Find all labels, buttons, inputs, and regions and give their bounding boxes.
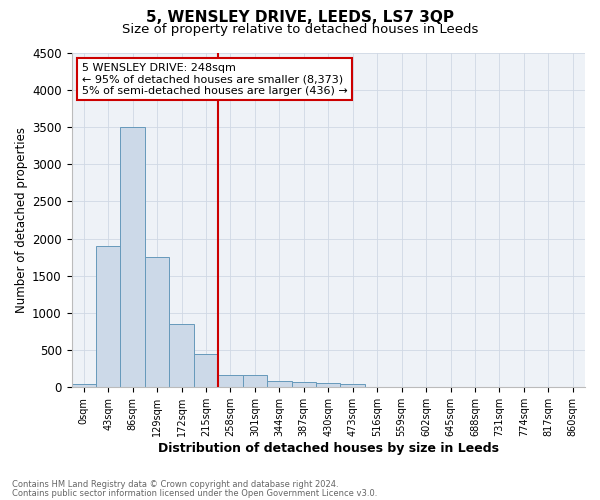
Text: 5 WENSLEY DRIVE: 248sqm
← 95% of detached houses are smaller (8,373)
5% of semi-: 5 WENSLEY DRIVE: 248sqm ← 95% of detache… xyxy=(82,62,347,96)
Bar xyxy=(71,384,96,388)
X-axis label: Distribution of detached houses by size in Leeds: Distribution of detached houses by size … xyxy=(158,442,499,455)
Bar xyxy=(96,246,121,388)
Text: Contains public sector information licensed under the Open Government Licence v3: Contains public sector information licen… xyxy=(12,489,377,498)
Bar xyxy=(145,257,169,388)
Bar xyxy=(292,382,316,388)
Bar xyxy=(194,354,218,388)
Bar xyxy=(218,374,242,388)
Text: Contains HM Land Registry data © Crown copyright and database right 2024.: Contains HM Land Registry data © Crown c… xyxy=(12,480,338,489)
Bar xyxy=(169,324,194,388)
Text: Size of property relative to detached houses in Leeds: Size of property relative to detached ho… xyxy=(122,22,478,36)
Y-axis label: Number of detached properties: Number of detached properties xyxy=(15,127,28,313)
Bar xyxy=(316,384,340,388)
Bar xyxy=(340,384,365,388)
Bar xyxy=(121,127,145,388)
Bar xyxy=(242,376,267,388)
Text: 5, WENSLEY DRIVE, LEEDS, LS7 3QP: 5, WENSLEY DRIVE, LEEDS, LS7 3QP xyxy=(146,10,454,25)
Bar xyxy=(267,380,292,388)
